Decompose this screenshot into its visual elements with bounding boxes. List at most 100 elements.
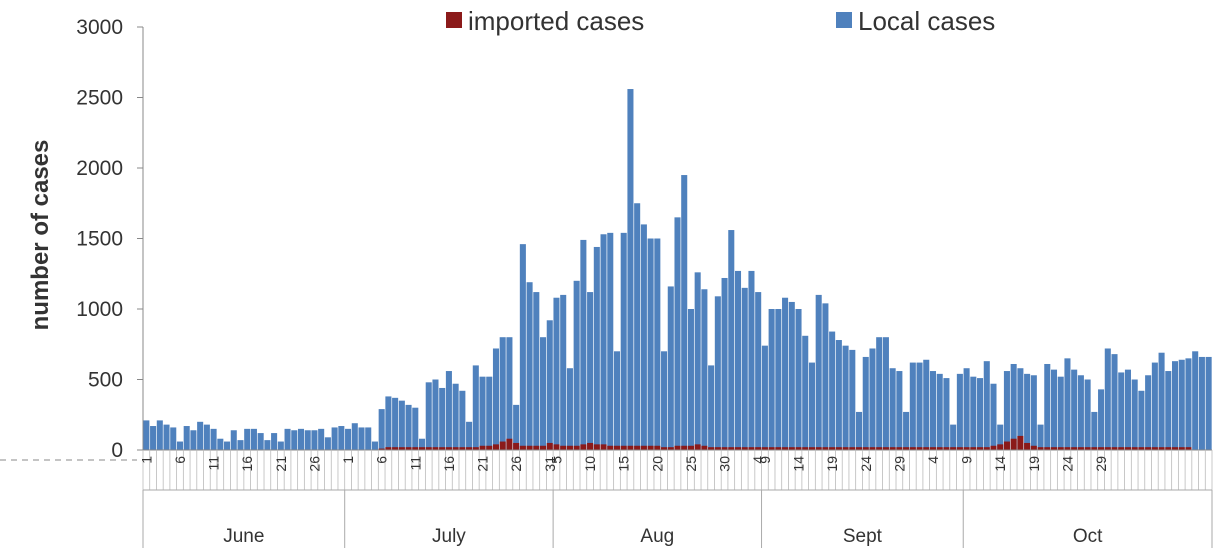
bar-imported bbox=[1084, 447, 1091, 450]
bar-local bbox=[1178, 359, 1185, 450]
bar-local bbox=[1091, 411, 1098, 450]
x-tick-label: 14 bbox=[992, 456, 1008, 472]
month-label: Aug bbox=[640, 526, 674, 547]
x-tick-label: 24 bbox=[1059, 456, 1075, 472]
x-tick-label: 26 bbox=[306, 456, 322, 472]
bar-imported bbox=[950, 447, 957, 450]
bar-imported bbox=[1178, 447, 1185, 450]
bar-imported bbox=[1050, 447, 1058, 450]
bar-local bbox=[519, 244, 526, 450]
bar-local bbox=[1030, 375, 1037, 450]
bar-imported bbox=[983, 447, 990, 450]
bar-imported bbox=[1098, 447, 1105, 450]
bar-imported bbox=[667, 447, 674, 450]
y-axis: 0 500 1000 1500 2000 2500 3000 bbox=[0, 16, 144, 462]
bar-imported bbox=[909, 447, 916, 450]
y-tick-label: 0 bbox=[111, 439, 123, 462]
x-tick-label: 9 bbox=[757, 456, 773, 464]
bar-local bbox=[687, 309, 694, 450]
x-tick-label: 1 bbox=[138, 456, 154, 464]
bar-local bbox=[1111, 354, 1118, 450]
bar-imported bbox=[513, 442, 520, 450]
bar-local bbox=[634, 203, 641, 450]
bar-imported bbox=[674, 445, 681, 450]
bar-imported bbox=[1071, 447, 1078, 450]
bar-imported bbox=[425, 447, 432, 450]
bar-imported bbox=[970, 447, 977, 450]
bar-local bbox=[1017, 368, 1024, 450]
x-tick-label: 19 bbox=[1026, 456, 1042, 472]
x-tick-label: 31 bbox=[542, 456, 558, 472]
x-tick-label: 10 bbox=[582, 456, 598, 472]
bar-local bbox=[432, 379, 439, 450]
bar-imported bbox=[788, 447, 795, 450]
bar-imported bbox=[620, 445, 627, 450]
bar-imported bbox=[1118, 447, 1125, 450]
bar-imported bbox=[916, 447, 923, 450]
bar-local bbox=[903, 411, 910, 450]
bar-local bbox=[338, 426, 345, 450]
bar-local bbox=[472, 365, 479, 450]
bar-local bbox=[647, 238, 654, 450]
x-tick-label: 6 bbox=[172, 456, 188, 464]
bar-imported bbox=[479, 445, 486, 450]
bar-imported bbox=[1017, 435, 1024, 450]
bar-local bbox=[1165, 371, 1172, 450]
bar-local bbox=[896, 371, 903, 450]
bar-imported bbox=[472, 447, 479, 450]
x-axis: 1 6 11 16 21 26 1 6 11 16 21 26 315 10 15 20 25 30 49 14 19 2… bbox=[138, 449, 1213, 548]
bar-local bbox=[1118, 372, 1125, 450]
bar-local bbox=[304, 430, 311, 450]
bar-imported bbox=[1064, 447, 1071, 450]
bar-local bbox=[405, 404, 412, 450]
bar-local bbox=[943, 378, 950, 450]
bar-imported bbox=[1030, 445, 1037, 450]
bar-local bbox=[869, 348, 876, 450]
bar-imported bbox=[1111, 447, 1118, 450]
bar-local bbox=[1124, 369, 1131, 450]
bar-imported bbox=[1091, 447, 1098, 450]
bar-local bbox=[1198, 356, 1205, 450]
bar-local bbox=[244, 428, 251, 450]
month-label: Sept bbox=[843, 526, 883, 547]
bar-imported bbox=[936, 447, 943, 450]
bar-local bbox=[1171, 361, 1179, 450]
bar-local bbox=[445, 371, 452, 450]
bar-imported bbox=[607, 445, 614, 450]
x-tick-label: 11 bbox=[206, 456, 222, 471]
bar-local bbox=[728, 230, 735, 450]
bar-imported bbox=[1165, 447, 1172, 450]
bar-imported bbox=[1124, 447, 1131, 450]
x-tick-label: 1 bbox=[340, 456, 356, 464]
bar-imported bbox=[755, 447, 762, 450]
bar-local bbox=[587, 292, 594, 450]
bar-local bbox=[835, 340, 842, 450]
bar-imported bbox=[1057, 447, 1064, 450]
bar-local bbox=[311, 430, 318, 450]
bar-imported bbox=[634, 445, 641, 450]
bar-local bbox=[1050, 369, 1058, 450]
bar-imported bbox=[412, 447, 419, 450]
bar-imported bbox=[385, 447, 392, 450]
legend-imported-swatch bbox=[446, 12, 462, 28]
bar-local bbox=[862, 356, 869, 450]
month-label: Oct bbox=[1073, 526, 1103, 547]
bar-local bbox=[600, 234, 607, 450]
bar-local bbox=[782, 297, 789, 450]
bar-local bbox=[250, 428, 257, 450]
y-tick-label: 2000 bbox=[76, 157, 123, 180]
bar-imported bbox=[640, 445, 647, 450]
bar-local bbox=[667, 286, 674, 450]
bar-imported bbox=[1158, 447, 1165, 450]
bar-imported bbox=[378, 448, 385, 450]
x-tick-label: 9 bbox=[959, 456, 975, 464]
x-tick-label: 15 bbox=[616, 456, 632, 472]
bar-local bbox=[345, 428, 352, 450]
bar-imported bbox=[492, 444, 499, 450]
bar-local bbox=[378, 409, 385, 450]
bar-local bbox=[513, 404, 520, 450]
bar-local bbox=[351, 423, 358, 450]
bar-imported bbox=[956, 447, 963, 450]
bar-local bbox=[197, 421, 204, 450]
bar-local bbox=[1138, 390, 1145, 450]
